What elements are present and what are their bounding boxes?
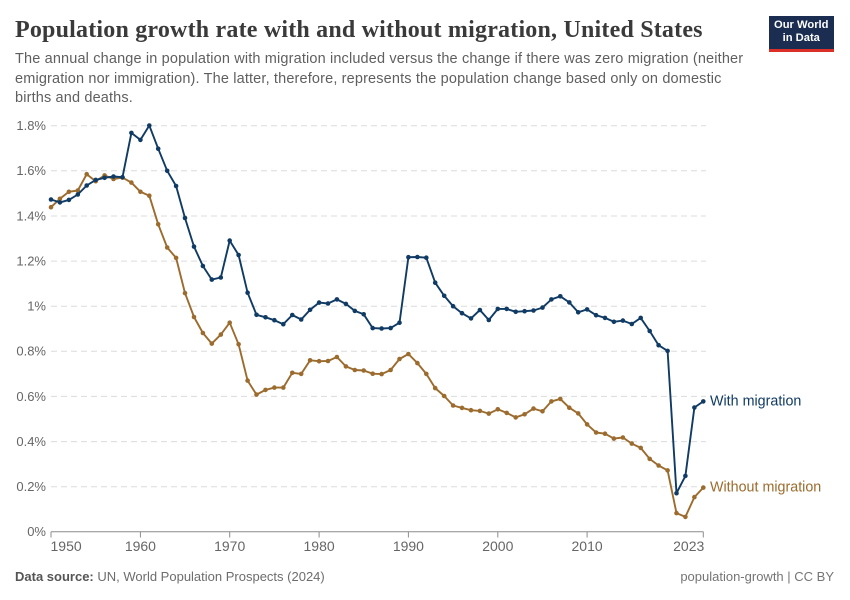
svg-text:1980: 1980 (304, 538, 335, 554)
svg-text:0.8%: 0.8% (16, 344, 46, 359)
svg-text:1%: 1% (27, 299, 46, 314)
svg-text:1.2%: 1.2% (16, 254, 46, 269)
svg-text:1.8%: 1.8% (16, 118, 46, 133)
svg-text:2023: 2023 (673, 538, 704, 554)
svg-text:1970: 1970 (214, 538, 245, 554)
svg-text:0.4%: 0.4% (16, 434, 46, 449)
svg-text:2000: 2000 (482, 538, 513, 554)
svg-text:1960: 1960 (125, 538, 156, 554)
svg-text:Without migration: Without migration (710, 480, 821, 496)
svg-text:With migration: With migration (710, 394, 801, 410)
svg-text:0%: 0% (27, 524, 46, 539)
svg-text:1.4%: 1.4% (16, 208, 46, 223)
svg-text:1.6%: 1.6% (16, 163, 46, 178)
svg-text:0.6%: 0.6% (16, 389, 46, 404)
svg-text:1950: 1950 (51, 538, 82, 554)
svg-text:1990: 1990 (393, 538, 424, 554)
svg-text:2010: 2010 (572, 538, 603, 554)
svg-text:0.2%: 0.2% (16, 479, 46, 494)
